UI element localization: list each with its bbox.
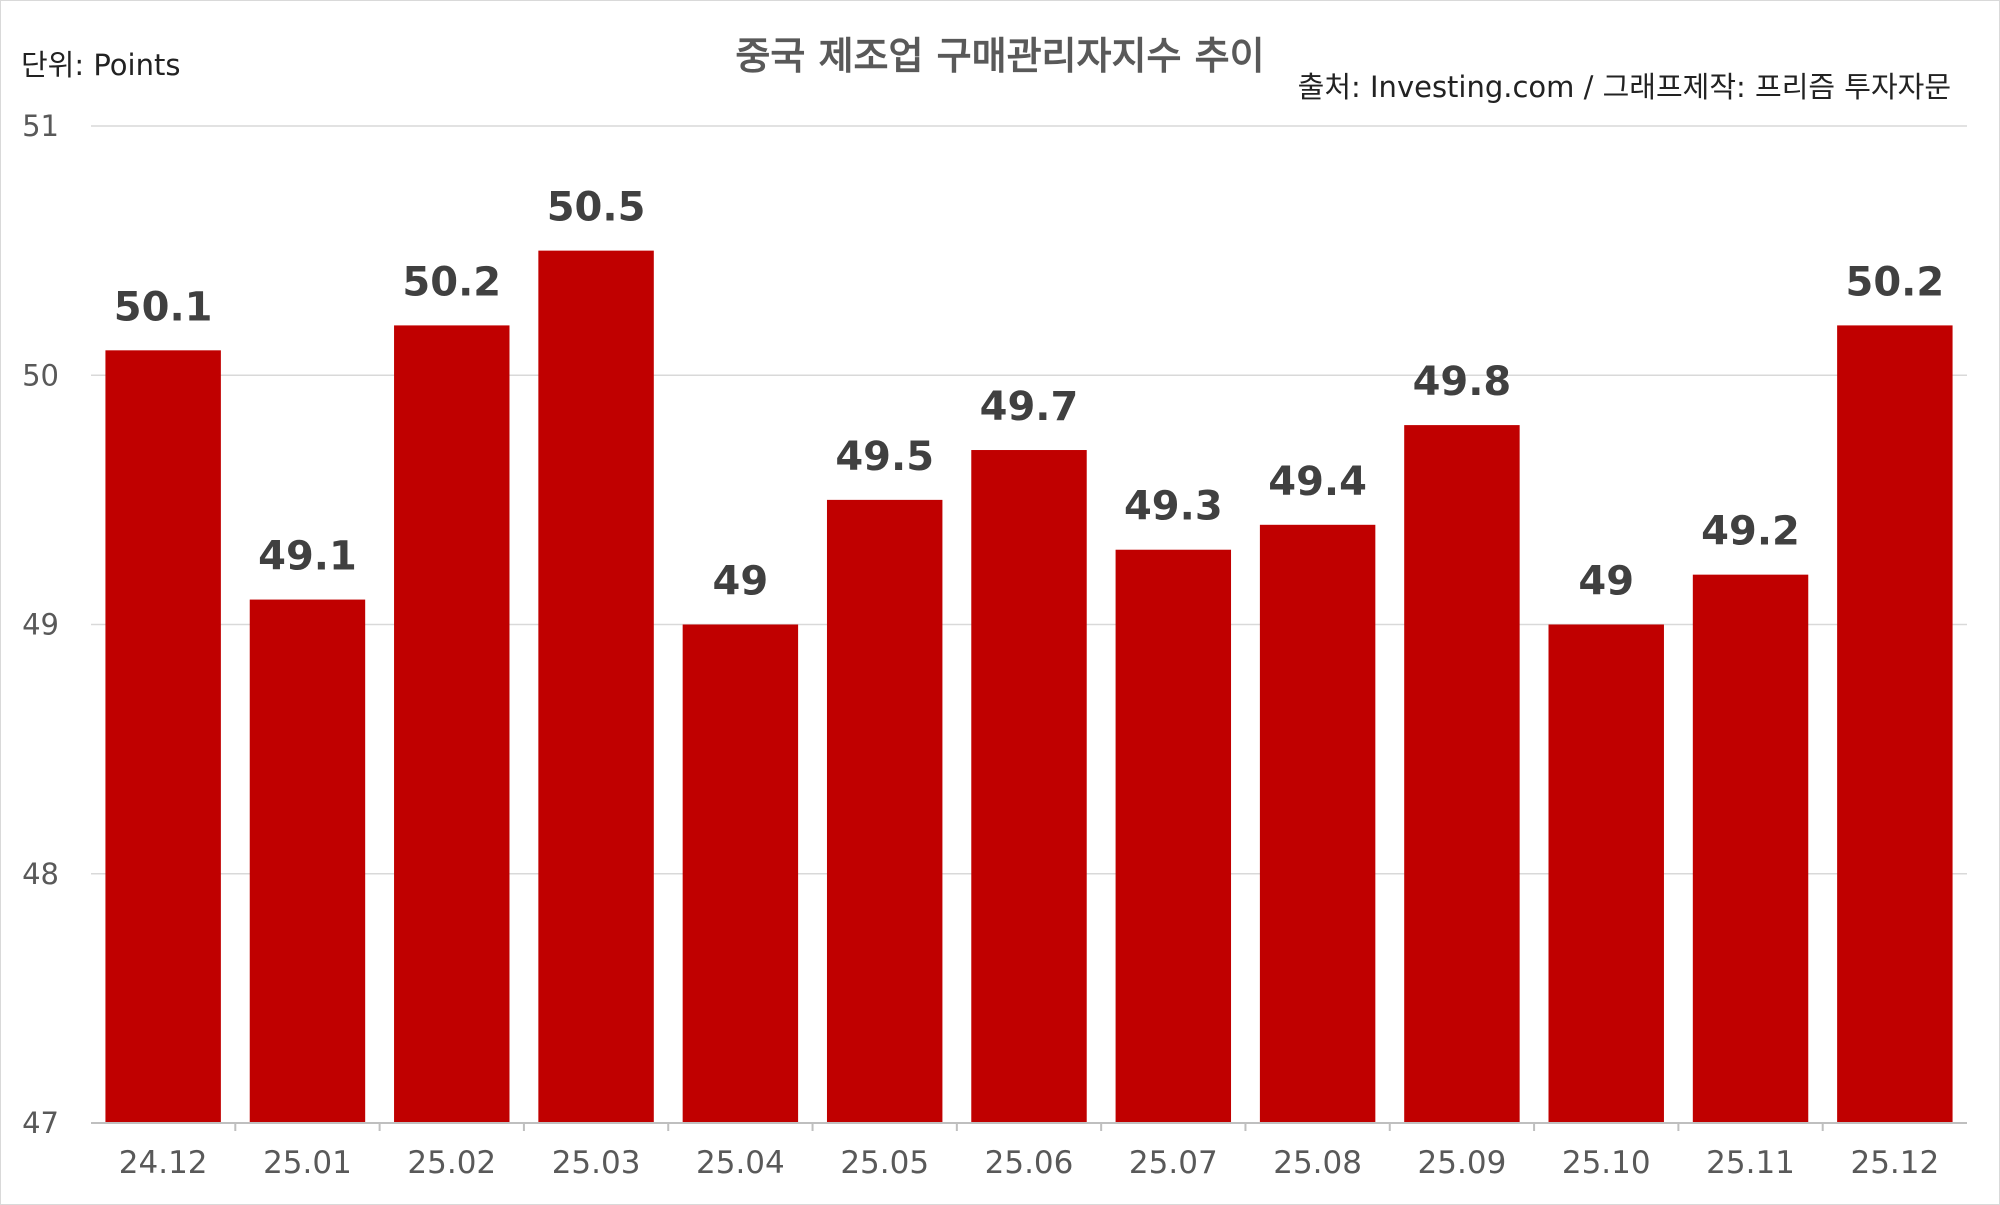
data-label: 49.7 (980, 384, 1079, 430)
x-tick-label: 25.04 (696, 1145, 785, 1181)
data-label: 49.5 (835, 434, 934, 480)
x-tick-label: 25.11 (1706, 1145, 1795, 1181)
source-label: 출처: Investing.com / 그래프제작: 프리즘 투자자문 (1298, 70, 1951, 104)
y-axis-ticks: 47 48 49 50 51 (22, 109, 59, 1140)
bar (105, 350, 221, 1123)
data-label: 50.2 (402, 259, 501, 305)
data-label: 49.8 (1413, 359, 1512, 405)
data-label: 49.1 (258, 534, 357, 580)
data-label: 49 (713, 559, 769, 605)
unit-label: 단위: Points (21, 48, 180, 82)
x-tick-label: 25.08 (1273, 1145, 1362, 1181)
bar (1115, 549, 1232, 1123)
bar (1259, 524, 1376, 1123)
bar (538, 250, 654, 1123)
x-tick-label: 25.05 (840, 1145, 929, 1181)
data-label: 50.2 (1845, 259, 1944, 305)
data-label: 49 (1578, 559, 1634, 605)
bar (1404, 425, 1520, 1124)
bar (249, 599, 366, 1123)
x-tick-label: 25.12 (1850, 1145, 1939, 1181)
bar (394, 325, 510, 1123)
bar (1548, 624, 1664, 1123)
x-tick-label: 25.06 (985, 1145, 1074, 1181)
x-tick-label: 25.10 (1562, 1145, 1651, 1181)
bar (826, 499, 943, 1123)
x-tick-label: 25.01 (263, 1145, 352, 1181)
bar (971, 450, 1087, 1123)
x-axis-ticks: 24.12 25.01 25.02 25.03 25.04 25.05 25.06 25.07… (119, 1123, 1939, 1181)
bar (1692, 574, 1809, 1123)
bars (105, 250, 1953, 1124)
y-tick-label: 51 (22, 109, 59, 143)
bar (1837, 325, 1953, 1123)
data-label: 50.5 (547, 185, 646, 231)
data-labels: 50.1 49.1 50.2 50.5 49 49.5 49.7 49.3 49.4 49.8 49… (114, 185, 1944, 605)
x-tick-label: 25.07 (1129, 1145, 1218, 1181)
x-tick-label: 25.03 (552, 1145, 641, 1181)
y-tick-label: 48 (22, 857, 59, 891)
chart-title: 중국 제조업 구매관리자지수 추이 (735, 34, 1264, 78)
data-label: 49.2 (1701, 509, 1800, 555)
y-tick-label: 49 (22, 608, 59, 642)
bar (682, 624, 799, 1123)
x-tick-label: 25.09 (1418, 1145, 1507, 1181)
y-tick-label: 47 (22, 1106, 59, 1140)
x-tick-label: 24.12 (119, 1145, 208, 1181)
x-tick-label: 25.02 (407, 1145, 496, 1181)
data-label: 50.1 (114, 284, 213, 330)
data-label: 49.3 (1124, 484, 1223, 530)
y-tick-label: 50 (22, 358, 59, 392)
data-label: 49.4 (1268, 459, 1367, 505)
